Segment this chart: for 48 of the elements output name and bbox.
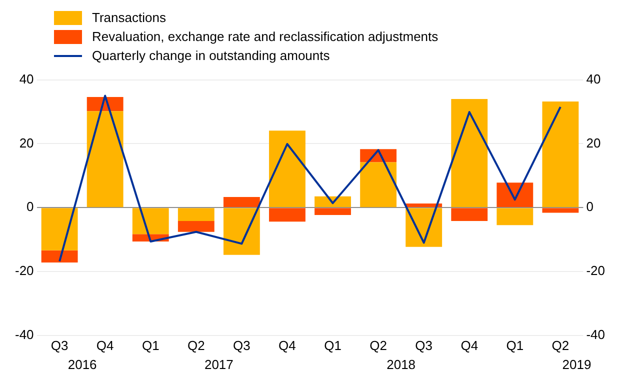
- bar: [314, 196, 351, 208]
- y-tick-label: 40: [19, 71, 34, 86]
- bar: [178, 208, 214, 222]
- bar: [542, 102, 579, 208]
- x-tick-label: Q3: [415, 338, 433, 353]
- x-tick-label: Q4: [96, 338, 114, 353]
- x-tick-label: Q2: [187, 338, 205, 353]
- legend-label: Quarterly change in outstanding amounts: [92, 47, 330, 65]
- text: 2016: [68, 357, 97, 372]
- x-tick-label: Q4: [460, 338, 478, 353]
- x-tick-label: Q1: [506, 338, 524, 353]
- x-tick-label: Q1: [324, 338, 342, 353]
- x-tick-label: Q3: [50, 338, 68, 353]
- y-tick-label: -20: [14, 263, 34, 278]
- text: 2018: [386, 357, 416, 372]
- bar: [269, 130, 306, 208]
- bar: [269, 208, 306, 222]
- bar: [451, 208, 488, 222]
- y-tick-label: 20: [19, 135, 34, 150]
- y-tick-label: -40: [14, 326, 34, 342]
- bar: [451, 98, 488, 208]
- bar: [496, 182, 534, 208]
- bar: [542, 208, 579, 213]
- y-tick-label: 0: [26, 199, 34, 214]
- x-tick-label: Q4: [278, 338, 296, 353]
- y2-tick-label: -40: [586, 326, 606, 342]
- legend-label: Transactions: [92, 9, 166, 27]
- x-tick-label: Q1: [142, 338, 160, 353]
- text: 2019: [562, 357, 592, 372]
- y2-tick-label: 20: [586, 135, 601, 150]
- legend-label: Revaluation, exchange rate and reclassification adjustments: [92, 28, 438, 46]
- bar: [41, 250, 78, 263]
- x-tick-label: Q2: [552, 338, 570, 353]
- y2-tick-label: -20: [586, 263, 606, 278]
- bar: [41, 208, 78, 250]
- bar: [223, 197, 260, 208]
- bar: [360, 162, 397, 208]
- bar: [496, 208, 534, 226]
- x-tick-label: Q3: [233, 338, 250, 353]
- bar: [132, 208, 169, 234]
- bar: [223, 208, 260, 255]
- text: 2017: [204, 357, 234, 372]
- bar: [314, 208, 351, 215]
- x-tick-label: Q2: [370, 338, 387, 353]
- bar: [178, 221, 214, 232]
- y2-tick-label: 40: [586, 71, 601, 86]
- y2-tick-label: 0: [586, 199, 594, 214]
- bar: [86, 111, 124, 208]
